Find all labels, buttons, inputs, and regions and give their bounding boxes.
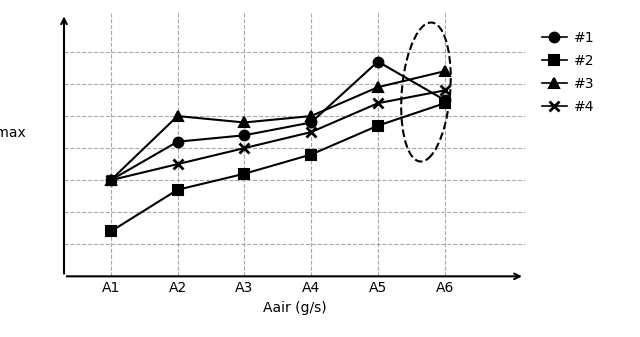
#3 <box>241 120 248 124</box>
#3 <box>107 178 115 182</box>
X-axis label: Aair (g/s): Aair (g/s) <box>262 301 326 315</box>
Line: #1: #1 <box>106 57 449 185</box>
#1 <box>374 60 381 64</box>
#3 <box>441 69 449 73</box>
#2 <box>374 124 381 128</box>
#1 <box>173 140 181 144</box>
#1 <box>241 133 248 137</box>
#1 <box>107 178 115 182</box>
#2 <box>307 153 315 157</box>
#2 <box>107 229 115 234</box>
#4 <box>241 146 248 150</box>
#4 <box>307 130 315 134</box>
#3 <box>374 85 381 89</box>
#4 <box>173 162 181 166</box>
#1 <box>307 120 315 124</box>
#4 <box>374 101 381 105</box>
#4 <box>441 88 449 92</box>
#4 <box>107 178 115 182</box>
#2 <box>173 188 181 192</box>
#2 <box>441 101 449 105</box>
Line: #4: #4 <box>106 86 449 185</box>
Y-axis label: Vgmax: Vgmax <box>0 126 27 140</box>
Legend: #1, #2, #3, #4: #1, #2, #3, #4 <box>536 26 600 120</box>
#3 <box>307 114 315 118</box>
#2 <box>241 172 248 176</box>
Line: #2: #2 <box>106 98 449 236</box>
#1 <box>441 98 449 102</box>
#3 <box>173 114 181 118</box>
Line: #3: #3 <box>106 66 449 185</box>
